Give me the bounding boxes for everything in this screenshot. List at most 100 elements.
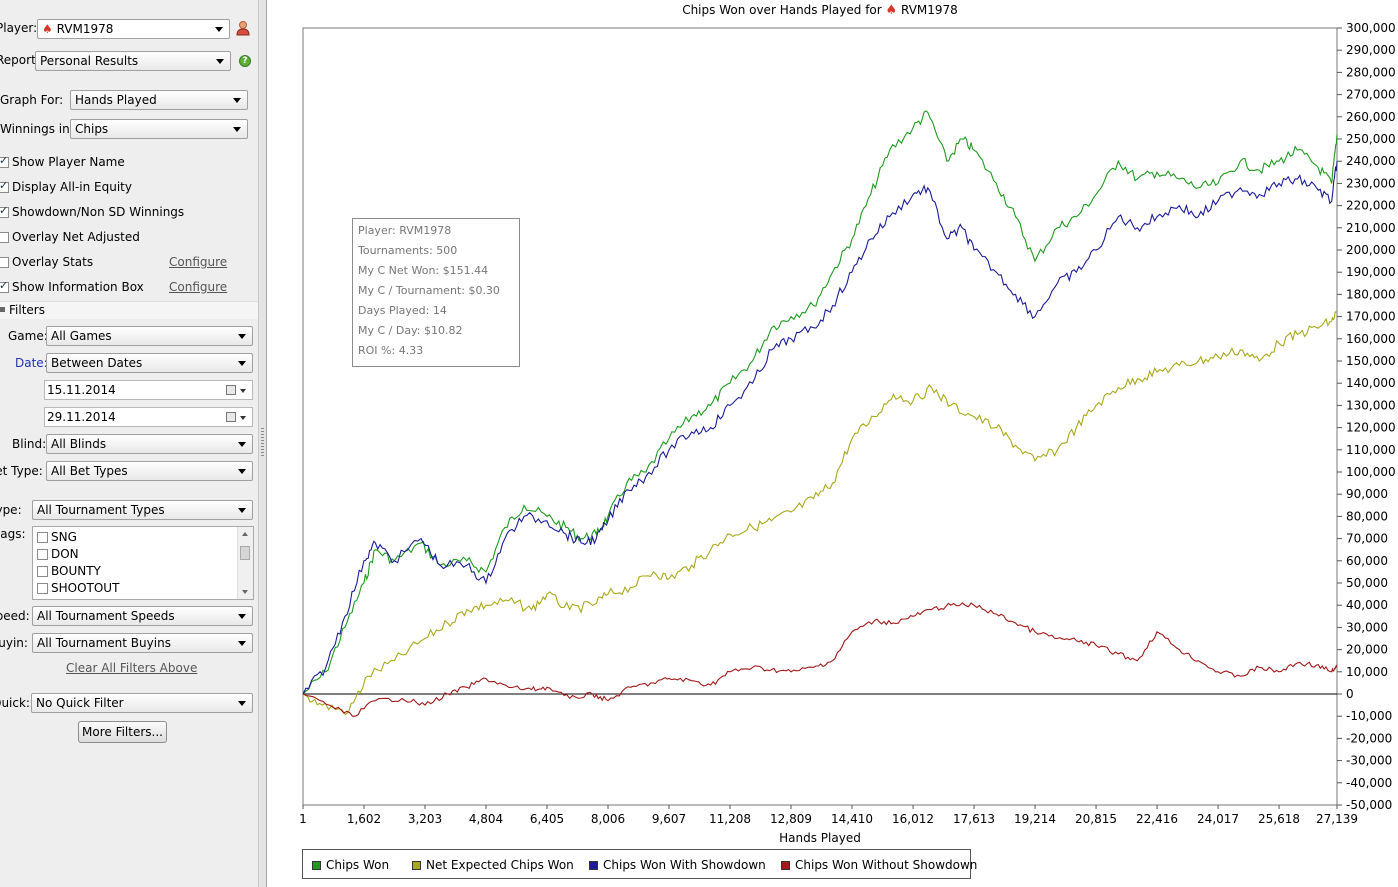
date-from-field[interactable]: 15.11.2014 xyxy=(44,380,253,400)
y-tick-label: 190,000 xyxy=(1346,265,1396,279)
x-tick-label: 19,214 xyxy=(1014,812,1056,826)
scroll-down-icon[interactable] xyxy=(242,590,248,594)
flag-sng-checkbox[interactable]: SNG xyxy=(37,530,77,544)
chart-legend: Chips Won Net Expected Chips Won Chips W… xyxy=(302,849,977,879)
series-line-net-expected-chips-won xyxy=(302,311,1338,716)
graph-for-select[interactable]: Hands Played xyxy=(70,90,248,110)
checkbox-label: Overlay Stats xyxy=(12,255,94,269)
blind-select[interactable]: All Blinds xyxy=(46,434,253,454)
spade-icon: ♠ xyxy=(42,22,53,36)
date-to-value: 29.11.2014 xyxy=(47,410,116,424)
date-select[interactable]: Between Dates xyxy=(46,353,253,373)
y-tick-label: 230,000 xyxy=(1346,176,1396,190)
flags-scrollbar[interactable] xyxy=(237,527,253,599)
calendar-icon[interactable] xyxy=(226,412,236,422)
flag-bounty-checkbox[interactable]: BOUNTY xyxy=(37,564,101,578)
legend-label: Net Expected Chips Won xyxy=(426,858,574,872)
report-select[interactable]: Personal Results xyxy=(35,51,231,71)
x-tick-label: 22,416 xyxy=(1136,812,1178,826)
chevron-down-icon xyxy=(216,59,224,64)
show-information-box-checkbox[interactable]: Show Information Box xyxy=(0,279,144,294)
legend-item-chips-won: Chips Won xyxy=(312,858,389,872)
report-value: Personal Results xyxy=(40,54,139,68)
checkbox-box xyxy=(37,583,48,594)
x-tick-label: 16,012 xyxy=(892,812,934,826)
y-tick-label: 90,000 xyxy=(1346,487,1388,501)
flag-don-checkbox[interactable]: DON xyxy=(37,547,79,561)
chevron-down-icon xyxy=(233,127,241,132)
y-tick-label: 240,000 xyxy=(1346,154,1396,168)
chevron-down-icon[interactable] xyxy=(240,389,246,393)
chevron-down-icon xyxy=(215,27,223,32)
winnings-in-select[interactable]: Chips xyxy=(70,119,248,139)
player-label: Player: xyxy=(0,21,38,35)
filters-section-header[interactable]: Filters xyxy=(0,301,258,319)
checkbox-label: Overlay Net Adjusted xyxy=(12,230,140,244)
y-tick-label: 120,000 xyxy=(1346,421,1396,435)
tournament-type-select[interactable]: All Tournament Types xyxy=(32,500,253,520)
splitter-grip[interactable] xyxy=(261,428,264,458)
info-per-tournament: My C / Tournament: $0.30 xyxy=(358,284,500,297)
player-select[interactable]: ♠ RVM1978 xyxy=(37,19,230,39)
x-tick-label: 14,410 xyxy=(831,812,873,826)
x-tick-label: 12,809 xyxy=(770,812,812,826)
game-label: Game: xyxy=(8,329,48,343)
flag-shootout-checkbox[interactable]: SHOOTOUT xyxy=(37,581,119,595)
configure-info-box-link[interactable]: Configure xyxy=(169,280,228,294)
legend-swatch xyxy=(312,861,321,870)
quick-filter-select[interactable]: No Quick Filter xyxy=(31,693,253,713)
info-per-day: My C / Day: $10.82 xyxy=(358,324,463,337)
scroll-thumb[interactable] xyxy=(240,546,250,560)
y-tick-label: 270,000 xyxy=(1346,88,1396,102)
blind-value: All Blinds xyxy=(51,437,107,451)
game-select[interactable]: All Games xyxy=(46,326,253,346)
tournament-type-value: All Tournament Types xyxy=(37,503,165,517)
help-icon[interactable]: ? xyxy=(239,55,251,67)
y-tick-label: 280,000 xyxy=(1346,65,1396,79)
bet-type-label: Bet Type: xyxy=(0,464,43,478)
date-to-field[interactable]: 29.11.2014 xyxy=(44,407,253,427)
overlay-stats-checkbox[interactable]: Overlay Stats xyxy=(0,255,93,269)
y-tick-label: 250,000 xyxy=(1346,132,1396,146)
x-tick-label: 25,618 xyxy=(1258,812,1300,826)
buyin-select[interactable]: All Tournament Buyins xyxy=(32,633,253,653)
y-tick-label: 180,000 xyxy=(1346,287,1396,301)
player-value: RVM1978 xyxy=(56,22,114,36)
showdown-winnings-checkbox[interactable]: Showdown/Non SD Winnings xyxy=(0,204,184,219)
y-tick-label: -40,000 xyxy=(1346,776,1392,790)
flags-label: Flags: xyxy=(0,527,26,541)
x-tick-label: 3,203 xyxy=(408,812,442,826)
clear-filters-link[interactable]: Clear All Filters Above xyxy=(66,661,198,675)
configure-overlay-link[interactable]: Configure xyxy=(169,255,228,269)
more-filters-button[interactable]: More Filters... xyxy=(78,721,167,743)
y-tick-label: 100,000 xyxy=(1346,465,1396,479)
show-player-name-checkbox[interactable]: Show Player Name xyxy=(0,154,125,169)
flags-list[interactable]: SNG DON BOUNTY SHOOTOUT xyxy=(32,526,254,600)
scroll-up-icon[interactable] xyxy=(242,532,248,536)
panel-splitter[interactable] xyxy=(258,0,267,887)
quick-filter-value: No Quick Filter xyxy=(36,696,124,710)
bet-type-select[interactable]: All Bet Types xyxy=(46,461,253,481)
user-icon[interactable] xyxy=(236,20,250,36)
display-allin-equity-checkbox[interactable]: Display All-in Equity xyxy=(0,179,132,194)
y-tick-label: 40,000 xyxy=(1346,598,1388,612)
chart-plot: 300,000 290,000 280,000 270,000 260,000 250,0… xyxy=(299,21,1396,826)
y-tick-label: 170,000 xyxy=(1346,310,1396,324)
winnings-in-label: Winnings in: xyxy=(0,122,74,136)
blind-label: Blind: xyxy=(12,437,47,451)
overlay-net-adjusted-checkbox[interactable]: Overlay Net Adjusted xyxy=(0,230,140,244)
chevron-down-icon[interactable] xyxy=(240,416,246,420)
chevron-down-icon xyxy=(238,614,246,619)
legend-swatch xyxy=(589,861,598,870)
checkbox-box xyxy=(37,566,48,577)
y-tick-label: 260,000 xyxy=(1346,110,1396,124)
series-line-chips-won-without-showdown xyxy=(302,602,1338,717)
info-tournaments: Tournaments: 500 xyxy=(358,244,458,257)
y-tick-label: -30,000 xyxy=(1346,754,1392,768)
x-tick-label: 4,804 xyxy=(469,812,503,826)
speed-select[interactable]: All Tournament Speeds xyxy=(32,606,253,626)
winnings-in-value: Chips xyxy=(75,122,109,136)
y-tick-label: -20,000 xyxy=(1346,731,1392,745)
calendar-icon[interactable] xyxy=(226,385,236,395)
legend-label: Chips Won Without Showdown xyxy=(795,858,978,872)
